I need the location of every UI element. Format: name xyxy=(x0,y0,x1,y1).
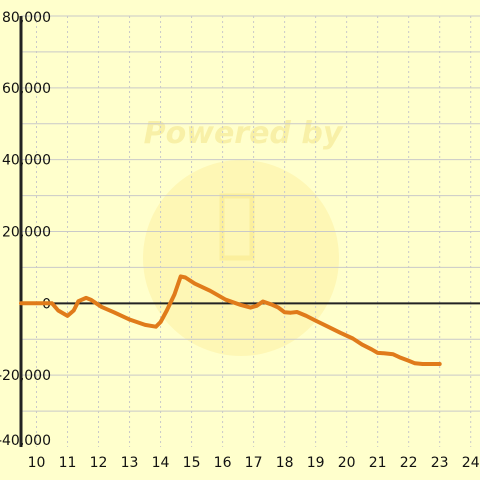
x-tick-label: 24 xyxy=(462,455,480,471)
y-tick-label: 80,000 xyxy=(2,10,51,26)
x-tick-label: 18 xyxy=(276,455,294,471)
y-tick-label: 40,000 xyxy=(2,153,51,169)
y-tick-label: -40,000 xyxy=(0,433,51,449)
x-tick-label: 23 xyxy=(431,455,449,471)
x-tick-label: 21 xyxy=(369,455,387,471)
x-tick-label: 19 xyxy=(307,455,325,471)
series-line-0 xyxy=(19,274,442,366)
x-tick-label: 11 xyxy=(59,455,77,471)
watermark-text: Powered by xyxy=(144,116,344,151)
x-tick-label: 10 xyxy=(28,455,46,471)
y-tick-label: -20,000 xyxy=(0,368,51,384)
x-tick-label: 20 xyxy=(338,455,356,471)
x-tick-label: 13 xyxy=(121,455,139,471)
y-tick-label: 60,000 xyxy=(2,81,51,97)
x-tick-label: 16 xyxy=(214,455,232,471)
x-tick-label: 22 xyxy=(400,455,418,471)
x-tick-label: 12 xyxy=(90,455,108,471)
y-tick-label: 20,000 xyxy=(2,225,51,241)
x-tick-label: 17 xyxy=(245,455,263,471)
x-axis-ticks: 10 11 12 13 14 15 16 17 18 19 20 21 22 23 24 xyxy=(28,455,480,471)
grid xyxy=(21,15,480,447)
x-tick-label: 14 xyxy=(152,455,170,471)
x-tick-label: 15 xyxy=(183,455,201,471)
series-group xyxy=(19,274,442,366)
